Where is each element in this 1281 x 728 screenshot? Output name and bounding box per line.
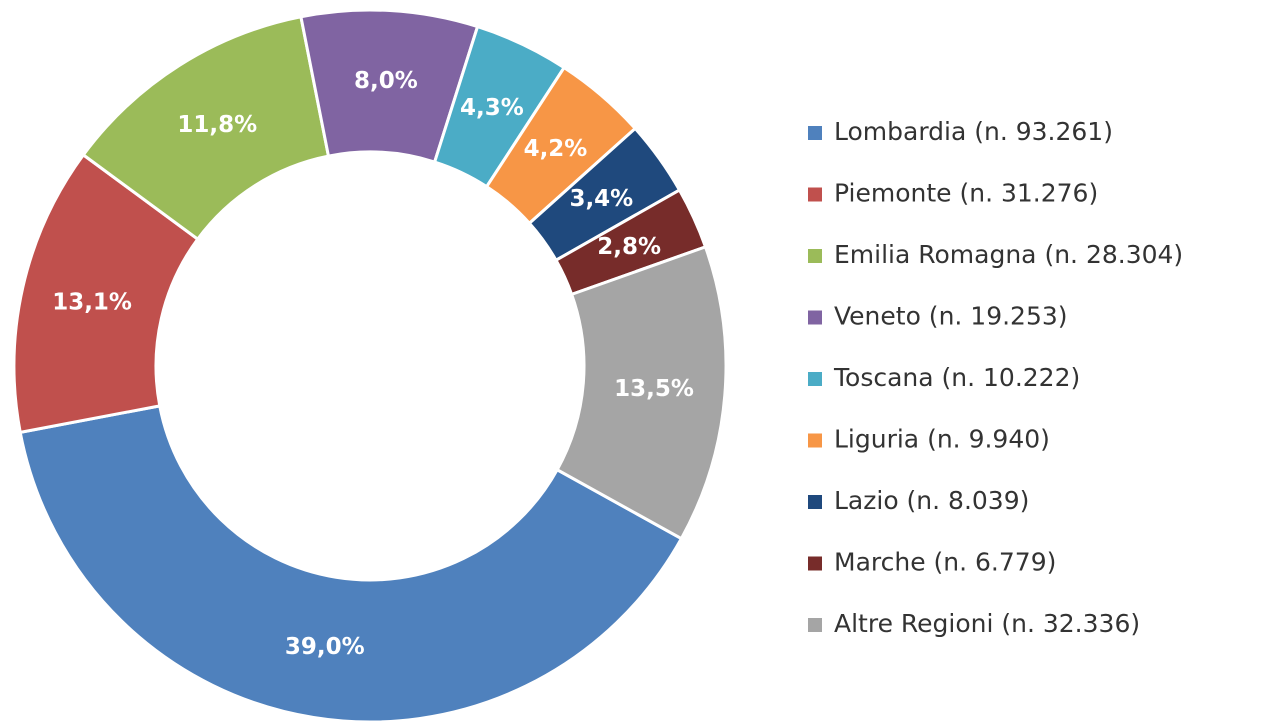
legend-label: Lazio (n. 8.039) — [834, 486, 1029, 515]
legend-label: Piemonte (n. 31.276) — [834, 179, 1098, 208]
legend-swatch — [808, 249, 822, 263]
legend-swatch — [808, 433, 822, 448]
legend-label: Toscana (n. 10.222) — [833, 363, 1080, 392]
legend-swatch — [808, 187, 822, 202]
legend-swatch — [808, 618, 822, 632]
data-label: 4,2% — [524, 136, 588, 162]
legend-label: Altre Regioni (n. 32.336) — [834, 609, 1140, 638]
data-label: 13,1% — [52, 289, 132, 315]
data-label: 2,8% — [597, 234, 661, 260]
data-label: 13,5% — [614, 376, 694, 402]
legend-label: Lombardia (n. 93.261) — [834, 117, 1113, 146]
data-label: 4,3% — [460, 95, 524, 121]
data-label: 39,0% — [285, 634, 365, 660]
legend-swatch — [808, 310, 822, 325]
legend-swatch — [808, 556, 822, 571]
data-label: 8,0% — [354, 68, 418, 94]
legend-label: Veneto (n. 19.253) — [834, 302, 1068, 331]
legend-swatch — [808, 126, 822, 140]
data-label: 3,4% — [569, 186, 633, 212]
legend-label: Marche (n. 6.779) — [834, 548, 1056, 577]
legend-swatch — [808, 372, 822, 386]
donut-slice — [555, 244, 728, 541]
legend-swatch — [808, 495, 822, 509]
data-label: 11,8% — [177, 112, 257, 138]
legend-label: Emilia Romagna (n. 28.304) — [834, 240, 1183, 269]
donut-slice — [18, 404, 684, 724]
legend-label: Liguria (n. 9.940) — [834, 425, 1050, 454]
